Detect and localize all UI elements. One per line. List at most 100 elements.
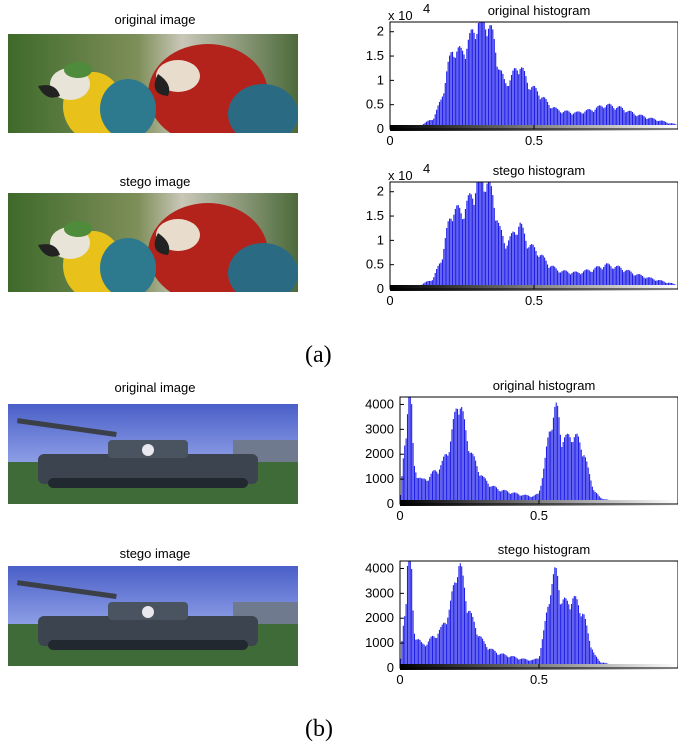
histogram-bar [470, 29, 472, 129]
histogram-bar [656, 120, 658, 129]
histogram-bar [441, 460, 443, 504]
axis-multiplier: x 10 [388, 8, 413, 23]
histogram-bar [541, 478, 543, 504]
histogram-bar [497, 654, 499, 668]
histogram-bar [483, 476, 485, 504]
y-tick-label: 0 [377, 281, 384, 296]
histogram-bar [558, 417, 560, 504]
histogram-bar [545, 260, 547, 289]
histogram-bar [579, 442, 581, 504]
histogram-bar [552, 265, 554, 289]
histogram-bar [497, 488, 499, 504]
histogram-bar [539, 99, 541, 129]
histogram-bar [613, 108, 615, 129]
histogram-bar [627, 269, 629, 289]
histogram-bar [434, 470, 436, 504]
histogram-bar [574, 271, 576, 289]
histogram-bar [526, 494, 528, 504]
histogram-bar [571, 272, 573, 289]
histogram-bar [502, 73, 504, 129]
histogram-bar [598, 105, 600, 129]
histogram-bar [604, 264, 606, 289]
histogram-bar [437, 473, 439, 504]
histogram-bar [484, 643, 486, 668]
histogram-bar [526, 659, 528, 668]
histogram-bar [456, 205, 458, 289]
histogram-bar [590, 480, 592, 504]
histogram-bar [555, 107, 557, 129]
histogram-bar [485, 29, 487, 130]
y-tick-label: 3000 [365, 421, 394, 436]
histogram-bar [448, 452, 450, 504]
histogram-bar [647, 118, 649, 129]
histogram-bar [572, 442, 574, 504]
histogram-bar [480, 22, 482, 129]
histogram-bar [433, 118, 435, 129]
histogram-bar [486, 647, 488, 668]
histogram-bar [606, 263, 608, 289]
histogram-bar [586, 625, 588, 668]
histogram-bar [550, 431, 552, 504]
histogram-bar [506, 245, 508, 289]
histogram-bar [496, 66, 498, 129]
histogram-bar [525, 240, 527, 289]
histogram-bar [415, 639, 417, 668]
histogram-bar [649, 277, 651, 289]
histogram-bar [565, 598, 567, 668]
histogram-bar [475, 460, 477, 504]
histogram-bar [534, 658, 536, 668]
histogram-bar [558, 272, 560, 289]
histogram-bar [447, 221, 449, 289]
histogram-bar [428, 280, 431, 289]
histogram-bar [620, 106, 622, 129]
histogram-bar [527, 495, 529, 504]
histogram-bar [420, 478, 422, 504]
histogram-bar [438, 101, 441, 129]
histogram-bar [495, 652, 497, 668]
histogram-bar [660, 280, 662, 289]
x-tick-label: 0.5 [525, 133, 543, 148]
histogram-bar [646, 118, 648, 129]
histogram-bar [465, 430, 467, 504]
histogram-bar [559, 604, 561, 668]
histogram-bar [522, 495, 524, 504]
histogram-bar [444, 238, 446, 289]
stego-histogram-b: 0 1000 2000 3000 4000 0 0.5 stego histogram [365, 542, 678, 687]
histogram-bar [456, 51, 458, 129]
histogram-bar [575, 434, 577, 504]
y-tick-label: 2 [377, 24, 384, 39]
histogram-bar [550, 595, 552, 668]
histogram-bar [611, 105, 613, 129]
histogram-bar [400, 658, 402, 668]
histogram-bar [545, 99, 547, 129]
histogram-bar [408, 561, 410, 668]
histogram-bar [574, 112, 576, 129]
histogram-bar [642, 115, 644, 129]
histogram-bar [411, 404, 413, 504]
histogram-bar [451, 221, 454, 289]
histogram-bar [547, 437, 549, 504]
histogram-bar [409, 397, 411, 504]
histogram-bar [541, 97, 543, 129]
histogram-bar [590, 271, 592, 289]
histogram-bar [548, 267, 550, 289]
histogram-bar [534, 494, 536, 504]
y-tick-label: 1.5 [366, 48, 384, 63]
histogram-bar [508, 657, 510, 668]
histogram-bar [461, 566, 463, 668]
histogram-bar [557, 405, 559, 504]
histogram-bar [565, 110, 567, 129]
histogram-bar [472, 616, 474, 668]
y-tick-label: 0 [377, 121, 384, 136]
histogram-bar [469, 610, 471, 668]
histogram-bar [454, 411, 456, 504]
histogram-bar [531, 87, 533, 129]
histogram-bar [601, 269, 603, 289]
histogram-bar [416, 477, 418, 504]
histogram-bar [444, 622, 446, 668]
axis-multiplier-exponent: 4 [423, 161, 430, 176]
histogram-bar [617, 106, 619, 129]
histogram-bar [603, 108, 605, 129]
histogram-bar [441, 259, 443, 289]
histogram-bar [548, 604, 550, 668]
